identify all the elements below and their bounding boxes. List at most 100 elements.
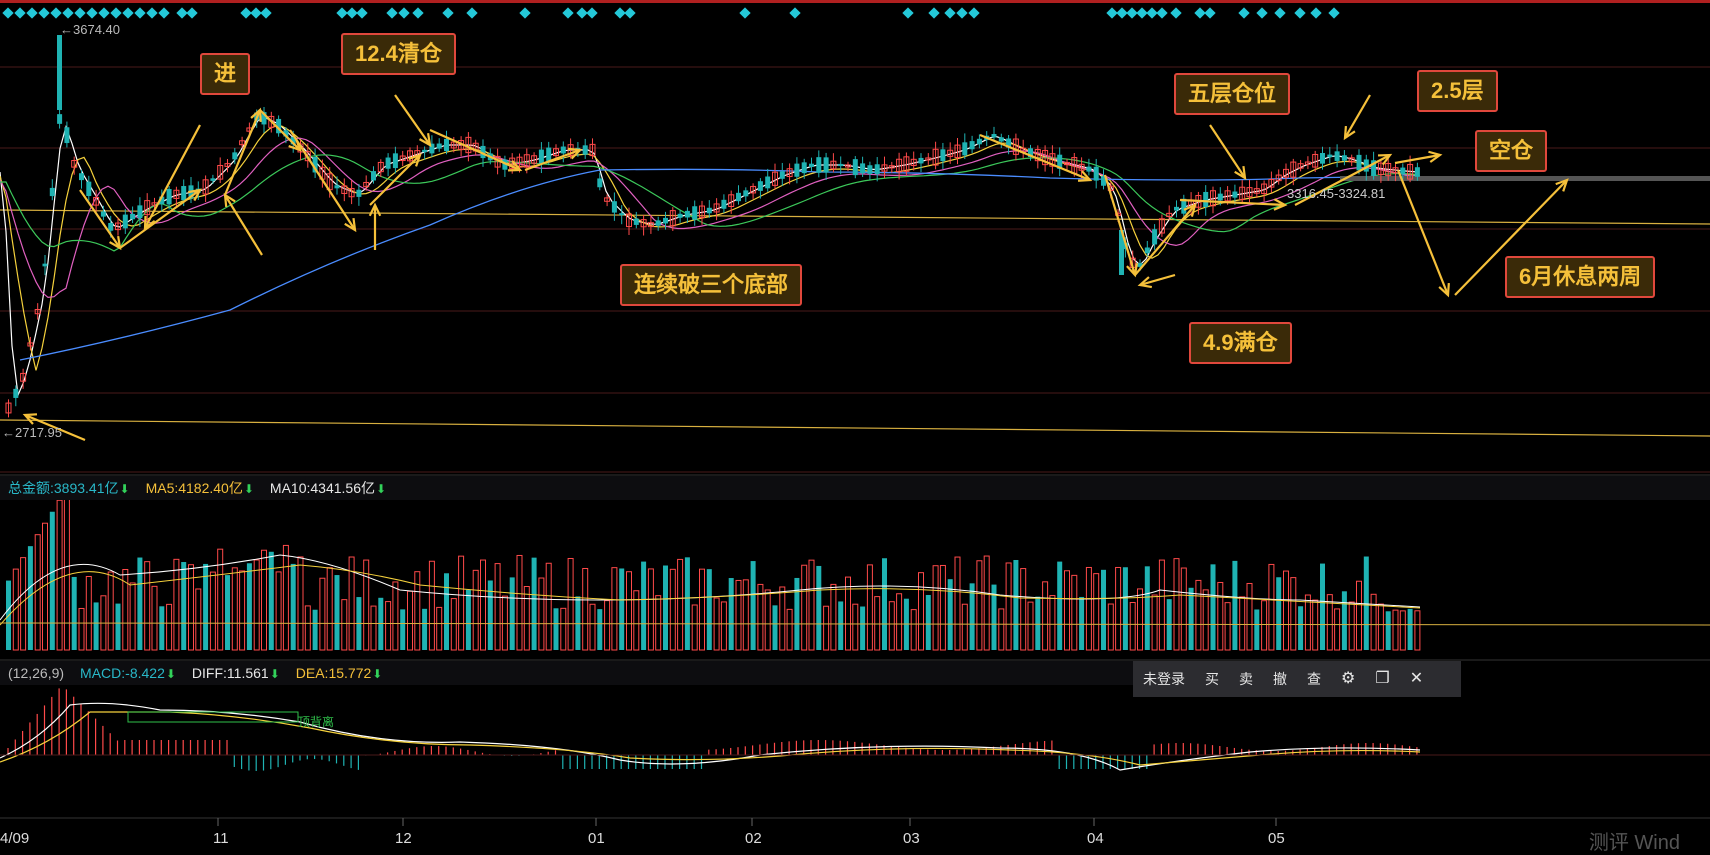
cancel-order-button[interactable]: 撤 bbox=[1273, 671, 1287, 687]
candle bbox=[1012, 138, 1019, 155]
volume-bar bbox=[1144, 566, 1150, 650]
x-label: 4/09 bbox=[0, 830, 30, 847]
candle bbox=[399, 155, 406, 162]
candle bbox=[794, 163, 800, 177]
x-label: 05 bbox=[1268, 830, 1285, 847]
annotation-arrow bbox=[1179, 198, 1286, 207]
volume-bar bbox=[647, 568, 654, 651]
volume-bar bbox=[217, 548, 224, 651]
candle bbox=[918, 157, 924, 164]
candle bbox=[560, 146, 566, 154]
level-band bbox=[1340, 176, 1710, 181]
volume-bar bbox=[816, 565, 822, 650]
volume-info-bar: 总金额:3893.41亿⬇ MA5:4182.40亿⬇ MA10:4341.56… bbox=[0, 476, 1710, 500]
annotation-arrow bbox=[369, 154, 421, 206]
signal-diamond bbox=[50, 7, 62, 19]
candle bbox=[736, 192, 741, 202]
candle bbox=[728, 194, 735, 208]
candle bbox=[356, 189, 362, 197]
volume-bar bbox=[1283, 570, 1289, 651]
candle bbox=[1174, 206, 1179, 211]
candle bbox=[647, 222, 654, 228]
volume-ma10 bbox=[0, 564, 1421, 626]
volume-bar bbox=[655, 595, 662, 651]
candle bbox=[954, 144, 961, 159]
sell-button[interactable]: 卖 bbox=[1239, 671, 1253, 687]
arrow-head bbox=[1428, 150, 1443, 163]
volume-bar bbox=[1202, 589, 1209, 651]
candle bbox=[283, 130, 289, 137]
candle bbox=[867, 165, 873, 174]
volume-bar bbox=[1254, 609, 1260, 650]
volume-bar bbox=[414, 571, 421, 651]
candle bbox=[450, 141, 457, 149]
volume-bar bbox=[1057, 561, 1063, 650]
volume-bar bbox=[12, 568, 19, 651]
query-button[interactable]: 查 bbox=[1307, 671, 1321, 687]
gear-icon[interactable]: ⚙ bbox=[1341, 670, 1356, 687]
candle bbox=[816, 157, 822, 173]
login-button[interactable]: 未登录 bbox=[1143, 671, 1185, 687]
arrow-head bbox=[1343, 125, 1356, 141]
signal-diamond bbox=[1310, 7, 1322, 19]
volume-bar bbox=[750, 561, 756, 650]
candle bbox=[1093, 166, 1099, 181]
arrow-head bbox=[567, 147, 583, 160]
candle bbox=[64, 127, 70, 144]
price-grid bbox=[0, 66, 1710, 473]
arrow-down-icon: ⬇ bbox=[243, 482, 254, 496]
candle bbox=[385, 157, 391, 169]
restore-icon[interactable]: ❐ bbox=[1375, 670, 1390, 687]
volume-bar bbox=[166, 603, 173, 651]
volume-bar bbox=[1071, 574, 1078, 651]
volume-bar bbox=[1122, 567, 1128, 650]
volume-bar bbox=[866, 564, 873, 651]
annotation-arrow bbox=[979, 133, 1091, 182]
volume-bar bbox=[925, 594, 931, 650]
volume-bar bbox=[1385, 611, 1391, 650]
volume-bar bbox=[808, 559, 815, 651]
volume-bar bbox=[611, 567, 618, 651]
volume-bar bbox=[896, 593, 903, 651]
candle bbox=[589, 143, 596, 157]
candle bbox=[633, 218, 639, 225]
signal-diamond bbox=[1170, 7, 1182, 19]
signal-diamond bbox=[38, 7, 50, 19]
candle bbox=[516, 156, 523, 168]
volume-bar bbox=[472, 569, 479, 651]
x-label: 04 bbox=[1087, 830, 1104, 847]
volume-bar bbox=[225, 575, 230, 650]
volume-bar bbox=[626, 571, 632, 651]
volume-bar bbox=[209, 571, 216, 651]
candle bbox=[334, 185, 340, 189]
callout-clear-124: 12.4清仓 bbox=[341, 33, 456, 76]
close-icon[interactable]: ✕ bbox=[1409, 670, 1424, 687]
high-price-label: ←3674.40 bbox=[60, 22, 120, 37]
candle bbox=[144, 200, 151, 216]
volume-bar bbox=[290, 563, 296, 650]
candle bbox=[1042, 149, 1049, 166]
volume-bar bbox=[501, 595, 508, 651]
candle bbox=[743, 190, 749, 197]
candle bbox=[210, 178, 216, 181]
candle bbox=[604, 197, 611, 202]
volume-bar bbox=[312, 609, 318, 650]
volume-bar bbox=[1399, 610, 1406, 651]
divergence-label: 顶背离 bbox=[298, 714, 334, 729]
candle bbox=[93, 196, 100, 206]
candle bbox=[1363, 159, 1369, 172]
volume-bar bbox=[78, 607, 85, 651]
volume-bar bbox=[991, 584, 997, 650]
signal-diamond bbox=[1328, 7, 1340, 19]
candle bbox=[1304, 161, 1311, 165]
candle bbox=[1377, 162, 1384, 176]
volume-bar bbox=[910, 609, 917, 651]
volume-bar bbox=[641, 561, 647, 650]
volume-bar bbox=[538, 577, 545, 651]
volume-bar bbox=[137, 557, 143, 650]
candle bbox=[1334, 151, 1340, 161]
buy-button[interactable]: 买 bbox=[1205, 671, 1219, 687]
arrow-head bbox=[368, 202, 382, 217]
candle bbox=[86, 181, 92, 197]
